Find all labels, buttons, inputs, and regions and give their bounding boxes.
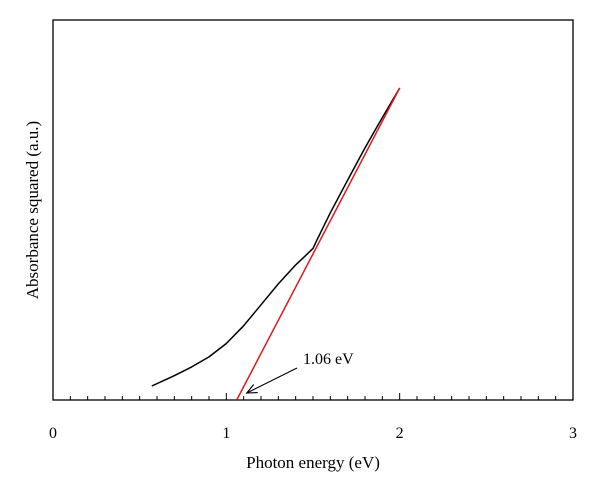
x-tick-label: 3: [569, 425, 577, 442]
annotation-arrow-shaft: [246, 367, 298, 394]
annotation-arrow-head: [245, 384, 258, 394]
x-axis-label: Photon energy (eV): [246, 453, 380, 472]
x-tick-labels: 0 1 2 3: [49, 425, 577, 442]
bandgap-annotation: 1.06 eV: [303, 351, 354, 368]
absorbance-curve: [151, 87, 401, 387]
x-ticks: [52, 393, 574, 400]
plot-frame: [52, 19, 574, 401]
x-tick-label: 0: [49, 425, 57, 442]
annotation-group: 1.06 eV: [245, 351, 354, 394]
linear-fit-line: [236, 87, 401, 401]
x-tick-label: 2: [396, 425, 404, 442]
series-group: [151, 87, 401, 401]
x-tick-label: 1: [222, 425, 230, 442]
y-axis-label: Absorbance squared (a.u.): [23, 121, 42, 299]
